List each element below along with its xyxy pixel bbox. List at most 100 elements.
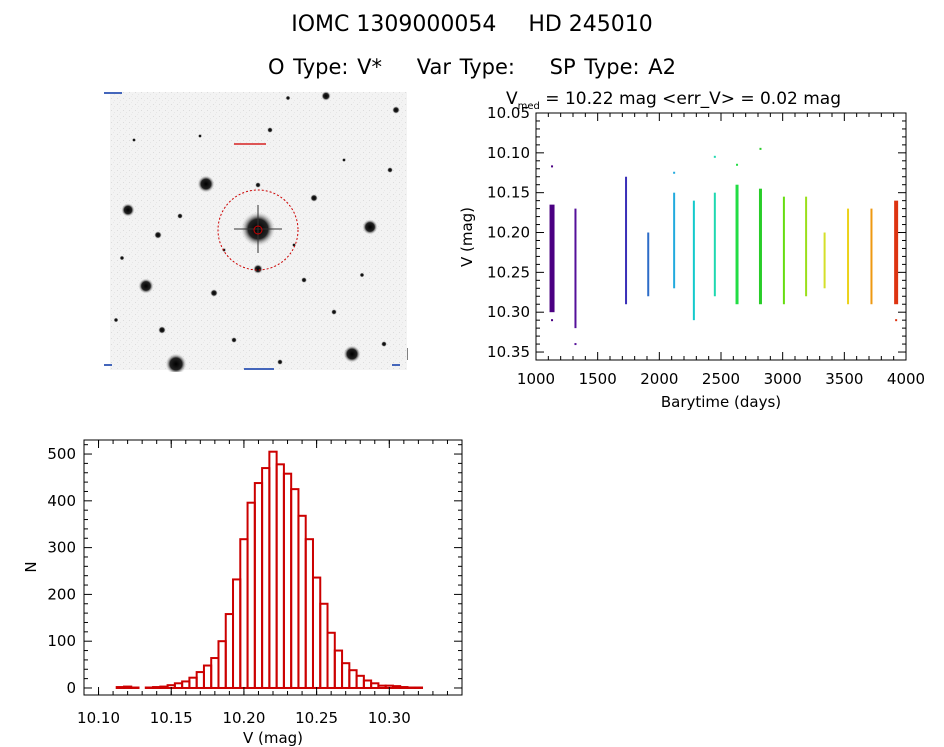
lc-point — [551, 165, 554, 168]
hist-xtick-label: 10.15 — [150, 709, 193, 727]
hist-bar — [115, 686, 125, 689]
hist-bar — [341, 662, 351, 689]
lc-title-sub: med — [518, 101, 540, 112]
hist-bar — [333, 649, 344, 689]
lc-ytick-label: 10.30 — [487, 303, 530, 321]
hist-bar — [282, 472, 293, 689]
lc-point — [713, 155, 716, 158]
hist-bar — [152, 686, 162, 689]
lc-point-cluster — [625, 176, 628, 305]
lc-point-cluster — [758, 188, 762, 305]
lc-points — [549, 147, 899, 346]
hist-ytick-label: 200 — [47, 585, 76, 603]
lc-xtick-label: 2000 — [640, 370, 678, 388]
object-type: O Type: V* — [267, 55, 383, 79]
hist-bar — [391, 685, 402, 689]
hist-bar — [297, 514, 307, 689]
lc-xlabel: Barytime (days) — [661, 393, 781, 411]
lc-title-rest: = 10.22 mag <err_V> = 0.02 mag — [540, 89, 841, 109]
lc-point — [551, 319, 554, 322]
star-field-image — [104, 91, 408, 372]
lc-ylabel: V (mag) — [458, 207, 476, 267]
hist-bar — [399, 686, 409, 689]
lc-point — [673, 171, 676, 174]
hist-bar — [173, 682, 184, 689]
page-subtitle: O Type: V* Var Type: SP Type: A2 — [0, 55, 944, 79]
hist-bar — [253, 482, 264, 689]
lc-point — [574, 343, 577, 346]
hist-x-tick-labels: 10.10 10.15 10.20 10.25 10.30 — [77, 709, 411, 727]
lc-point-cluster — [692, 200, 695, 321]
spectral-type: SP Type: A2 — [549, 55, 677, 79]
hist-bar — [217, 640, 227, 689]
hist-bar — [181, 680, 191, 689]
lc-point-cluster — [647, 232, 650, 297]
lc-point-cluster — [673, 192, 676, 289]
hist-xtick-label: 10.10 — [77, 709, 120, 727]
hist-bar — [275, 463, 285, 689]
hist-bars — [115, 450, 424, 689]
hist-bar — [348, 669, 358, 689]
lc-ytick-label: 10.25 — [487, 263, 530, 281]
hist-bar — [304, 538, 314, 689]
variable-type: Var Type: — [416, 55, 515, 79]
lc-point-cluster — [805, 196, 808, 297]
lc-xtick-label: 3500 — [825, 370, 863, 388]
lc-point-cluster — [823, 232, 826, 289]
hist-bar — [355, 674, 365, 689]
lc-point-cluster — [574, 208, 577, 329]
lc-point-cluster — [735, 184, 739, 305]
lc-point-cluster — [870, 208, 873, 305]
lc-title-v: V — [506, 89, 518, 109]
hist-ytick-label: 0 — [66, 679, 76, 697]
lc-point-cluster — [713, 192, 716, 297]
lc-ytick-label: 10.10 — [487, 144, 530, 162]
star-name: HD 245010 — [528, 12, 653, 37]
hist-xtick-label: 10.20 — [222, 709, 265, 727]
lc-ytick-label: 10.20 — [487, 224, 530, 242]
hist-bar — [188, 676, 198, 689]
hist-bar — [122, 685, 133, 689]
hist-ytick-label: 500 — [47, 445, 76, 463]
lc-point — [736, 163, 739, 166]
hist-bar — [202, 664, 213, 689]
hist-ylabel: N — [22, 561, 40, 572]
lc-ytick-label: 10.15 — [487, 184, 530, 202]
lc-point-cluster — [549, 204, 555, 313]
lc-ytick-label: 10.05 — [487, 104, 530, 122]
hist-bar — [362, 679, 373, 689]
lc-point-cluster — [782, 196, 785, 305]
hist-bar — [261, 467, 271, 689]
lc-xtick-label: 1000 — [517, 370, 555, 388]
hist-xtick-label: 10.25 — [295, 709, 338, 727]
lc-point-cluster — [847, 208, 850, 305]
hist-bar — [370, 682, 380, 689]
hist-bar — [377, 684, 387, 689]
hist-y-tick-labels: 0 100 200 300 400 500 — [47, 445, 76, 697]
hist-bar — [159, 685, 169, 689]
lc-xtick-label: 1500 — [579, 370, 617, 388]
lc-xtick-label: 2500 — [702, 370, 740, 388]
hist-bar — [311, 576, 322, 689]
hist-xtick-label: 10.30 — [368, 709, 411, 727]
lc-y-tick-labels: 10.05 10.10 10.15 10.20 10.25 10.30 10.35 — [487, 104, 530, 361]
lc-ytick-label: 10.35 — [487, 343, 530, 361]
hist-ytick-label: 300 — [47, 539, 76, 557]
lc-point — [759, 147, 762, 150]
hist-xlabel: V (mag) — [243, 729, 303, 747]
hist-bar — [319, 602, 329, 689]
lc-xtick-label: 3000 — [764, 370, 802, 388]
hist-bar — [232, 578, 242, 689]
hist-bar — [195, 671, 205, 689]
page-title: IOMC 1309000054 HD 245010 — [0, 12, 944, 37]
hist-bar — [246, 501, 256, 689]
hist-bar — [239, 538, 249, 689]
star-id: IOMC 1309000054 — [291, 12, 497, 37]
lc-point — [895, 319, 898, 322]
lc-point-cluster — [894, 200, 899, 305]
hist-bar — [268, 450, 278, 689]
hist-frame — [83, 439, 463, 696]
lc-x-tick-labels: 1000 1500 2000 2500 3000 3500 4000 — [517, 370, 925, 388]
